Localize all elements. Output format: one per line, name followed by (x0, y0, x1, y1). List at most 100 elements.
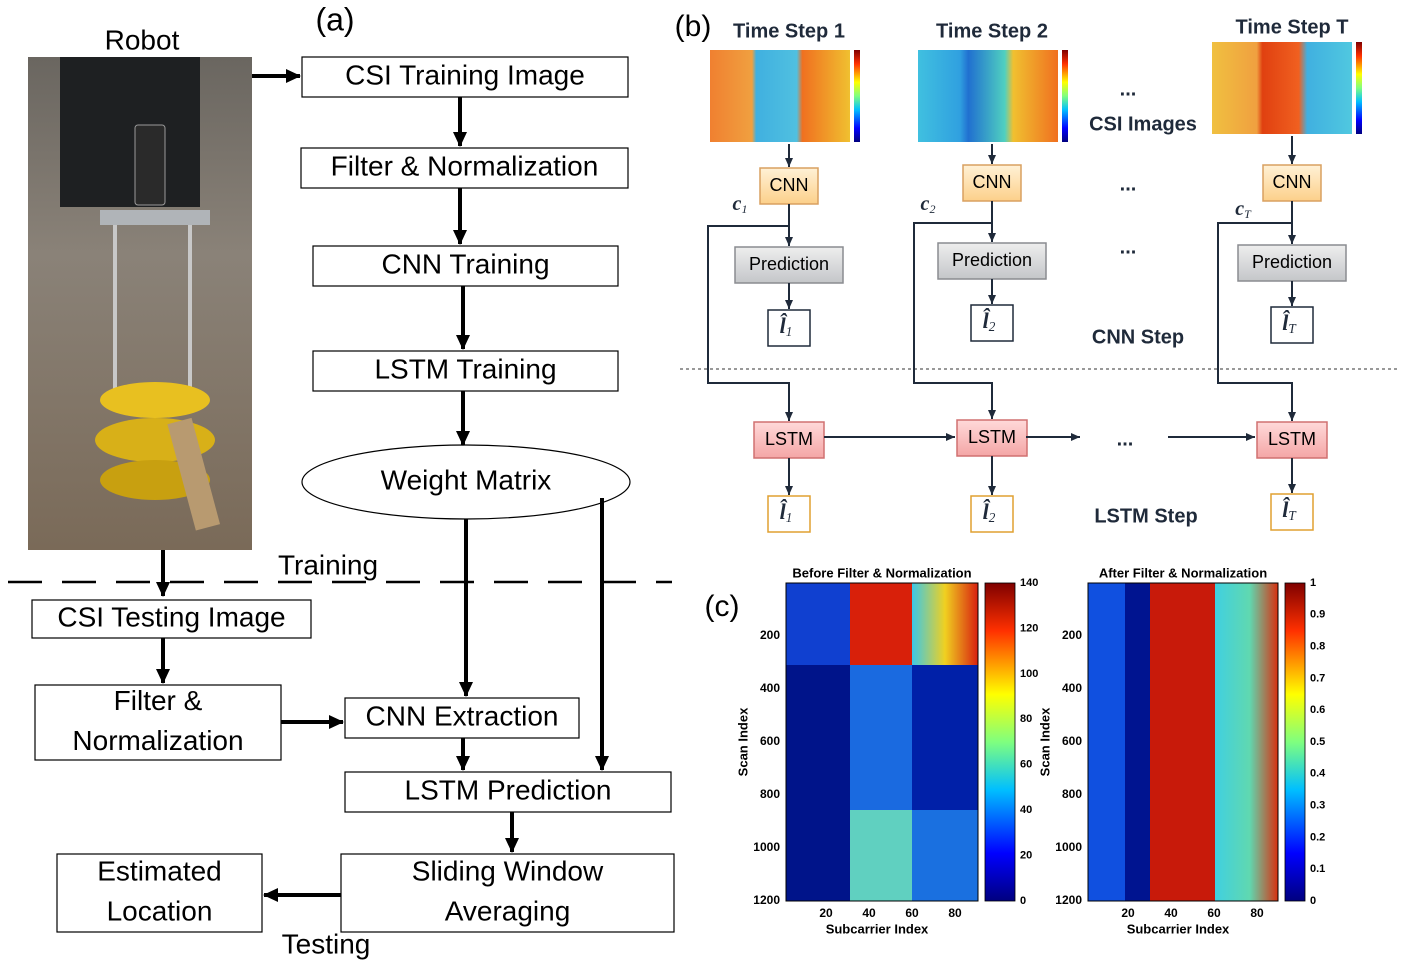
step-title: Time Step 1 (733, 20, 845, 42)
x-tick-label: 40 (1164, 906, 1178, 920)
plot-title: After Filter & Normalization (1099, 565, 1267, 580)
node-text: CNN Extraction (366, 700, 559, 731)
colorbar (1062, 50, 1068, 142)
panel-label: (a) (315, 1, 354, 37)
y-tick-label: 200 (1062, 628, 1082, 642)
axis-label: Scan Index (735, 707, 750, 776)
node-text: CSI Training Image (345, 59, 585, 90)
colorbar-tick-label: 0.4 (1310, 768, 1326, 780)
feature-symbol: c1 (733, 193, 748, 216)
prediction-text: Prediction (749, 254, 829, 274)
node-text: Estimated (97, 855, 222, 886)
panel-label: (c) (705, 590, 740, 623)
heatmap-region (1088, 583, 1125, 901)
symbol: c (733, 193, 742, 215)
ellipsis: ... (1120, 236, 1137, 258)
heatmap-region (850, 583, 912, 665)
node-text: Filter & Normalization (331, 150, 599, 181)
feature-symbol: c2 (921, 193, 936, 216)
x-tick-label: 40 (862, 906, 876, 920)
csi-image (1212, 42, 1352, 134)
photo-caption: Robot (105, 24, 180, 55)
node-text: Location (107, 895, 213, 926)
subscript: 2 (989, 510, 996, 525)
panel-label: (b) (675, 10, 712, 43)
x-tick-label: 60 (905, 906, 919, 920)
colorbar-tick-label: 1 (1310, 577, 1316, 589)
symbol: c (1235, 198, 1244, 220)
subscript: 1 (786, 510, 793, 525)
colorbar-tick-label: 120 (1020, 622, 1038, 634)
section-label: Testing (282, 928, 371, 959)
heatmap-region (786, 583, 850, 665)
row-label: CNN Step (1092, 326, 1184, 348)
axis-label: Scan Index (1037, 707, 1052, 776)
step-title: Time Step T (1236, 16, 1349, 38)
row-label: CSI Images (1089, 113, 1197, 135)
x-tick-label: 80 (1250, 906, 1264, 920)
colorbar-tick-label: 140 (1020, 577, 1038, 589)
y-tick-label: 800 (760, 787, 780, 801)
colorbar-tick-label: 0.8 (1310, 641, 1325, 653)
heatmap-region (1150, 583, 1215, 901)
colorbar-tick-label: 60 (1020, 759, 1032, 771)
heatmap-region (1125, 583, 1150, 901)
node-text: Normalization (72, 725, 243, 756)
lstm-text: LSTM (968, 427, 1016, 447)
colorbar-tick-label: 0 (1020, 895, 1026, 907)
y-tick-label: 200 (760, 628, 780, 642)
x-tick-label: 80 (948, 906, 962, 920)
symbol: c (921, 193, 930, 215)
node-text: CNN Training (381, 248, 549, 279)
y-tick-label: 600 (1062, 734, 1082, 748)
colorbar-tick-label: 100 (1020, 668, 1038, 680)
y-tick-label: 1000 (753, 840, 780, 854)
row-label: LSTM Step (1094, 505, 1197, 527)
heatmap-region (912, 665, 978, 810)
prediction-text: Prediction (1252, 252, 1332, 272)
cnn-text: CNN (770, 175, 809, 195)
y-tick-label: 600 (760, 734, 780, 748)
colorbar (985, 583, 1015, 901)
colorbar-tick-label: 0.6 (1310, 704, 1325, 716)
x-tick-label: 20 (1121, 906, 1135, 920)
y-tick-label: 400 (760, 681, 780, 695)
subscript: T (1244, 207, 1252, 221)
plot-title: Before Filter & Normalization (792, 565, 971, 580)
colorbar (1285, 583, 1305, 901)
cnn-text: CNN (1273, 172, 1312, 192)
step-title: Time Step 2 (936, 20, 1048, 42)
node-text: Averaging (445, 895, 571, 926)
section-label: Training (278, 549, 378, 580)
node-text: LSTM Prediction (405, 774, 612, 805)
subscript: 2 (929, 202, 935, 216)
colorbar-tick-label: 0.9 (1310, 609, 1325, 621)
y-tick-label: 1000 (1055, 840, 1082, 854)
subscript: 1 (741, 202, 747, 216)
node-text: Sliding Window (412, 855, 604, 886)
feature-symbol: cT (1235, 198, 1252, 221)
y-tick-label: 1200 (1055, 893, 1082, 907)
node-text: Weight Matrix (381, 464, 552, 495)
ellipsis: ... (1117, 428, 1134, 450)
lstm-text: LSTM (1268, 429, 1316, 449)
y-tick-label: 1200 (753, 893, 780, 907)
node-text: LSTM Training (374, 353, 556, 384)
axis-label: Subcarrier Index (1127, 921, 1230, 936)
colorbar (1356, 42, 1362, 134)
node-text: CSI Testing Image (57, 601, 285, 632)
node-text: Filter & (114, 685, 203, 716)
colorbar-tick-label: 20 (1020, 849, 1032, 861)
lstm-text: LSTM (765, 429, 813, 449)
heatmap-region (1215, 583, 1278, 901)
heatmap-region (850, 810, 912, 901)
x-tick-label: 20 (819, 906, 833, 920)
colorbar-tick-label: 80 (1020, 713, 1032, 725)
heatmap-region (912, 583, 978, 665)
colorbar-tick-label: 0.1 (1310, 863, 1325, 875)
colorbar-tick-label: 0.7 (1310, 672, 1325, 684)
colorbar (854, 50, 860, 142)
prediction-text: Prediction (952, 250, 1032, 270)
colorbar-tick-label: 0.5 (1310, 736, 1325, 748)
colorbar-tick-label: 0.2 (1310, 831, 1325, 843)
